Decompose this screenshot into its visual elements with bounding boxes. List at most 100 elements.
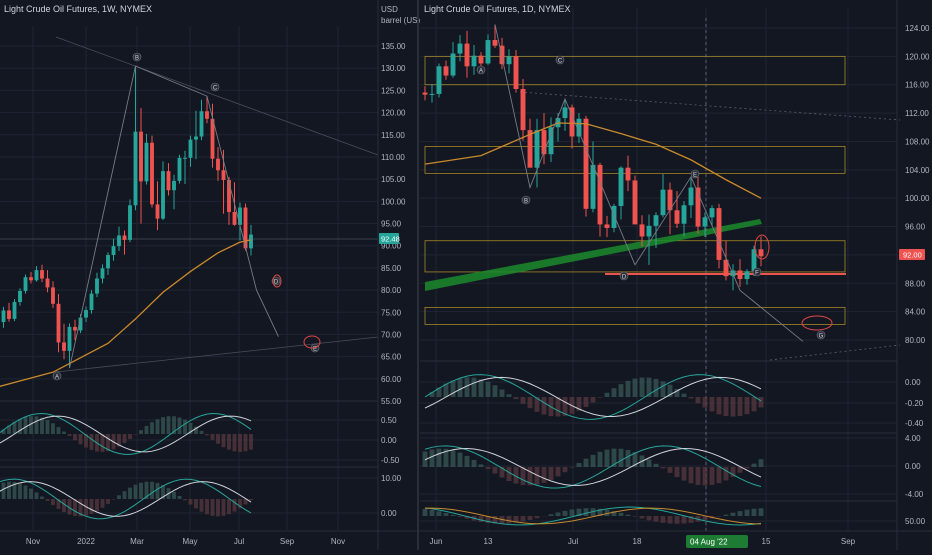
daily-candle-body: [738, 271, 743, 280]
daily-candle-body: [444, 66, 449, 75]
daily-oscillator-bar: [605, 450, 610, 467]
daily-price-tick-label: 80.00: [905, 336, 926, 345]
weekly-oscillator-bar: [18, 483, 22, 499]
daily-time-label: Sep: [841, 537, 856, 546]
daily-oscillator-bar: [738, 397, 743, 416]
weekly-oscillator-bar: [24, 417, 28, 434]
weekly-price-tick-label: 80.00: [381, 286, 402, 295]
weekly-candle-body: [205, 111, 209, 119]
weekly-oscillator-bar: [139, 430, 143, 434]
daily-oscillator-bar: [745, 467, 750, 468]
weekly-oscillator-bar: [62, 431, 66, 434]
daily-oscillator-bar: [682, 394, 687, 397]
weekly-price-tick-label: 105.00: [381, 175, 406, 184]
daily-oscillator-bar: [507, 394, 512, 397]
daily-oscillator-bar: [451, 515, 456, 516]
daily-candle-body: [451, 54, 456, 76]
weekly-time-label: Jul: [234, 537, 244, 546]
daily-candle-body: [430, 94, 435, 95]
weekly-oscillator-bar: [205, 499, 209, 514]
daily-price-tick-label: 88.00: [905, 279, 926, 288]
weekly-time-label: Nov: [26, 537, 40, 546]
weekly-oscillator-bar: [189, 499, 193, 505]
weekly-oscillator-bar: [128, 488, 132, 499]
daily-candle-body: [633, 180, 638, 224]
weekly-oscillator-bar: [227, 434, 231, 450]
weekly-oscillator-bar: [145, 426, 149, 434]
daily-candle-body: [654, 215, 659, 226]
weekly-candle-body: [222, 170, 226, 180]
daily-oscillator-bar: [710, 397, 715, 411]
daily-candle-body: [675, 210, 680, 223]
weekly-oscillator-bar: [172, 492, 176, 499]
daily-candle-body: [640, 224, 645, 236]
daily-candle-body: [437, 66, 442, 94]
daily-oscillator-bar: [479, 464, 484, 467]
weekly-candle-body: [13, 302, 17, 319]
daily-oscillator-bar: [647, 516, 652, 520]
daily-candle-body: [521, 89, 526, 130]
daily-time-label: Jul: [568, 537, 578, 546]
weekly-pattern-label: C: [213, 86, 218, 92]
weekly-candle-body: [249, 235, 253, 249]
weekly-candle-body: [117, 235, 121, 246]
daily-chart-title: Light Crude Oil Futures, 1D, NYMEX: [424, 4, 571, 14]
weekly-oscillator-bar: [123, 434, 127, 443]
weekly-candle-body: [200, 111, 204, 136]
weekly-oscillator-bar: [205, 434, 209, 435]
daily-oscillator-bar: [696, 467, 701, 485]
daily-oscillator-bar: [619, 513, 624, 516]
weekly-time-label: Mar: [130, 537, 144, 546]
weekly-oscillator-bar: [7, 482, 11, 499]
daily-price-tick-label: 96.00: [905, 223, 926, 232]
weekly-candle-body: [194, 137, 198, 140]
daily-oscillator-bar: [626, 515, 631, 516]
weekly-candle-body: [123, 235, 127, 239]
daily-candle-body: [626, 168, 631, 181]
daily-oscillator-bar: [570, 510, 575, 516]
weekly-candle-body: [62, 342, 66, 350]
daily-candle-body: [598, 165, 603, 225]
weekly-candle-body: [24, 277, 28, 291]
weekly-oscillator-bar: [216, 434, 220, 444]
weekly-indicator-tick: 0.50: [381, 416, 397, 425]
daily-oscillator-bar: [570, 467, 575, 468]
weekly-pattern-label: A: [55, 375, 59, 381]
daily-oscillator-bar: [689, 467, 694, 483]
weekly-price-tick-label: 120.00: [381, 109, 406, 118]
weekly-oscillator-bar: [183, 420, 187, 434]
weekly-oscillator-bar: [73, 499, 77, 516]
daily-indicator-tick: 50.00: [905, 517, 926, 526]
daily-oscillator-bar: [521, 516, 526, 522]
weekly-oscillator-bar: [200, 431, 204, 434]
daily-oscillator-bar: [465, 456, 470, 467]
weekly-oscillator-bar: [238, 434, 242, 452]
weekly-oscillator-bar: [101, 434, 105, 452]
daily-oscillator-bar: [584, 508, 589, 516]
weekly-oscillator-bar: [211, 499, 215, 516]
daily-oscillator-bar: [633, 516, 638, 517]
daily-indicator-tick: -0.40: [905, 419, 924, 428]
weekly-chart-title: Light Crude Oil Futures, 1W, NYMEX: [4, 4, 152, 14]
weekly-candle-body: [35, 270, 39, 280]
daily-indicator-tick: 0.00: [905, 378, 921, 387]
daily-pattern-label: E: [693, 173, 697, 179]
weekly-oscillator-bar: [216, 499, 220, 516]
weekly-time-label: 2022: [77, 537, 95, 546]
weekly-price-tick-label: 125.00: [381, 86, 406, 95]
daily-candle-body: [717, 208, 722, 260]
weekly-oscillator-bar: [211, 434, 215, 440]
daily-candle-body: [472, 56, 477, 67]
daily-oscillator-bar: [507, 516, 512, 524]
daily-oscillator-bar: [577, 463, 582, 467]
daily-oscillator-bar: [724, 515, 729, 516]
daily-oscillator-bar: [612, 388, 617, 397]
daily-oscillator-bar: [486, 382, 491, 397]
weekly-oscillator-bar: [150, 422, 154, 434]
daily-oscillator-bar: [584, 397, 589, 407]
weekly-candle-body: [7, 310, 11, 318]
weekly-candle-body: [189, 140, 193, 158]
weekly-oscillator-bar: [117, 495, 121, 499]
weekly-candle-body: [90, 294, 94, 310]
daily-oscillator-bar: [542, 397, 547, 415]
